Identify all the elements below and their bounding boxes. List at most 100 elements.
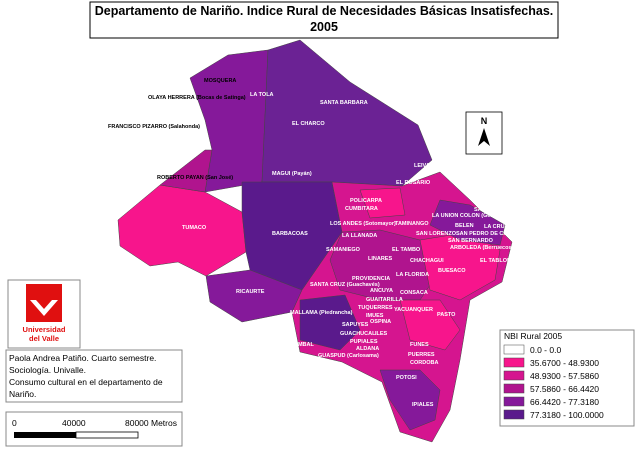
- legend-label: 77.3180 - 100.0000: [530, 410, 604, 420]
- municipality-label: ILES: [375, 331, 388, 337]
- municipality-label: ARBOLEDA (Berruecos): [450, 245, 514, 251]
- municipality-label: YACUANQUER: [394, 307, 433, 313]
- municipality-label: LA TOLA: [250, 92, 274, 98]
- municipality-label: CUMBITARA: [345, 206, 378, 212]
- author-frame: [5, 349, 183, 403]
- legend-swatch: [503, 357, 525, 368]
- region: [189, 49, 269, 193]
- municipality-label: OLAYA HERRERA (Bocas de Satinga): [148, 95, 246, 101]
- municipality-label: POTOSI: [396, 375, 417, 381]
- municipality-label: LA LLANADA: [342, 233, 377, 239]
- municipality-label: OSPINA: [370, 319, 391, 325]
- municipality-label: CONSACA: [400, 290, 428, 296]
- municipality-label: TUMACO: [182, 225, 207, 231]
- municipality-label: SAN PABLO: [474, 207, 507, 213]
- municipality-label: SAN LORENZO: [416, 231, 457, 237]
- municipality-label: ANCUYA: [370, 288, 393, 294]
- municipality-label: SANTA BARBARA: [320, 100, 368, 106]
- scale-segment: [14, 432, 76, 438]
- map: [117, 39, 513, 443]
- municipality-label: PASTO: [437, 312, 456, 318]
- municipality-label: LINARES: [368, 256, 392, 262]
- municipality-label: GUASPUD (Carlosama): [318, 353, 379, 359]
- municipality-label: SAN BERNARDO: [448, 238, 494, 244]
- municipality-label: SANTA CRUZ (Guachavés): [310, 282, 380, 288]
- scale-label: 40000: [62, 418, 86, 428]
- legend: NBI Rural 2005 0.0 - 0.0 35.6700 - 48.930…: [499, 329, 635, 427]
- municipality-label: MALLAMA (Piedrancha): [290, 310, 353, 316]
- legend-label: 57.5860 - 66.4420: [530, 384, 599, 394]
- municipality-label: IPIALES: [412, 402, 434, 408]
- municipality-label: BARBACOAS: [272, 231, 308, 237]
- legend-title: NBI Rural 2005: [504, 331, 562, 341]
- map-labels: MOSQUERA OLAYA HERRERA (Bocas de Satinga…: [108, 78, 553, 408]
- author-line: Consumo cultural en el departamento de: [9, 377, 163, 387]
- municipality-label: FRANCISCO PIZARRO (Salahonda): [108, 124, 200, 130]
- legend-swatch: [503, 370, 525, 381]
- municipality-label: EL CHARCO: [292, 121, 325, 127]
- author-box: Paola Andrea Patiño. Cuarto semestre. So…: [5, 349, 183, 403]
- region: [299, 294, 361, 351]
- legend-swatch: [503, 409, 525, 420]
- logo: Universidad del Valle: [7, 279, 81, 349]
- north-arrow: N: [465, 111, 503, 155]
- municipality-label: RICAURTE: [236, 289, 265, 295]
- municipality-label: LEIVA: [414, 163, 430, 169]
- region: [359, 187, 406, 219]
- region: [399, 299, 461, 351]
- legend-label: 35.6700 - 48.9300: [530, 358, 599, 368]
- legend-swatch: [503, 396, 525, 407]
- municipality-label: LA UNION COLON (Génova): [432, 213, 505, 219]
- legend-swatch: [503, 344, 525, 355]
- municipality-label: CORDOBA: [410, 360, 438, 366]
- author-line: Paola Andrea Patiño. Cuarto semestre.: [9, 353, 156, 363]
- logo-text: Universidad: [23, 325, 66, 334]
- municipality-label: EL ROSARIO: [396, 180, 431, 186]
- logo-symbol: [30, 300, 58, 316]
- scale-frame: [5, 411, 183, 447]
- title-year: 2005: [310, 20, 338, 34]
- municipality-label: PUPIALES: [350, 339, 378, 345]
- legend-label: 0.0 - 0.0: [530, 345, 561, 355]
- author-line: Nariño.: [9, 389, 36, 399]
- north-label: N: [481, 116, 488, 126]
- region: [429, 199, 506, 246]
- municipality-label: GUAITARILLA: [366, 297, 403, 303]
- municipality-label: BUESACO: [438, 268, 466, 274]
- municipality-label: GUACHUCAL: [340, 331, 376, 337]
- municipality-label: ROBERTO PAYAN (San José): [157, 175, 233, 181]
- municipality-label: PROVIDENCIA: [352, 276, 390, 282]
- north-arrow-shape: [478, 128, 490, 146]
- municipality-label: SAN PEDRO DE CARTAGO (Cartago): [456, 231, 553, 237]
- scale-bar: 0 40000 80000 Metros: [5, 411, 183, 447]
- municipality-label: LA FLORIDA: [396, 272, 429, 278]
- title: Departamento de Nariño. Indice Rural de …: [95, 4, 554, 18]
- author-line: Sociología. Univalle.: [9, 365, 86, 375]
- municipality-label: PUERRES: [408, 352, 435, 358]
- municipality-label: EL TABLON: [480, 258, 511, 264]
- scale-segment: [75, 431, 139, 439]
- municipality-label: CHACHAGUI: [410, 258, 444, 264]
- municipality-label: SAMANIEGO: [326, 247, 361, 253]
- logo-mark: [26, 284, 62, 322]
- municipality-label: LA CRUZ: [484, 224, 509, 230]
- municipality-label: BELEN: [455, 223, 474, 229]
- municipality-label: POLICARPA: [350, 198, 382, 204]
- legend-swatch: [503, 383, 525, 394]
- municipality-label: CUMBAL: [290, 342, 314, 348]
- municipality-label: ALDANA: [356, 346, 379, 352]
- legend-label: 66.4420 - 77.3180: [530, 397, 599, 407]
- municipality-label: IMUES: [366, 313, 384, 319]
- title-box: [89, 1, 559, 39]
- scale-label: 80000 Metros: [125, 418, 177, 428]
- municipality-label: EL TAMBO: [392, 247, 421, 253]
- municipality-label: MAGUI (Payán): [272, 171, 312, 177]
- municipality-label: FUNES: [410, 342, 429, 348]
- municipality-label: SAPUYES: [342, 322, 369, 328]
- municipality-label: LOS ANDES (Sotomayor): [330, 221, 396, 227]
- legend-label: 48.9300 - 57.5860: [530, 371, 599, 381]
- region: [379, 369, 441, 431]
- municipality-label: TUQUERRES: [358, 305, 393, 311]
- municipality-label: TAMINANGO: [395, 221, 429, 227]
